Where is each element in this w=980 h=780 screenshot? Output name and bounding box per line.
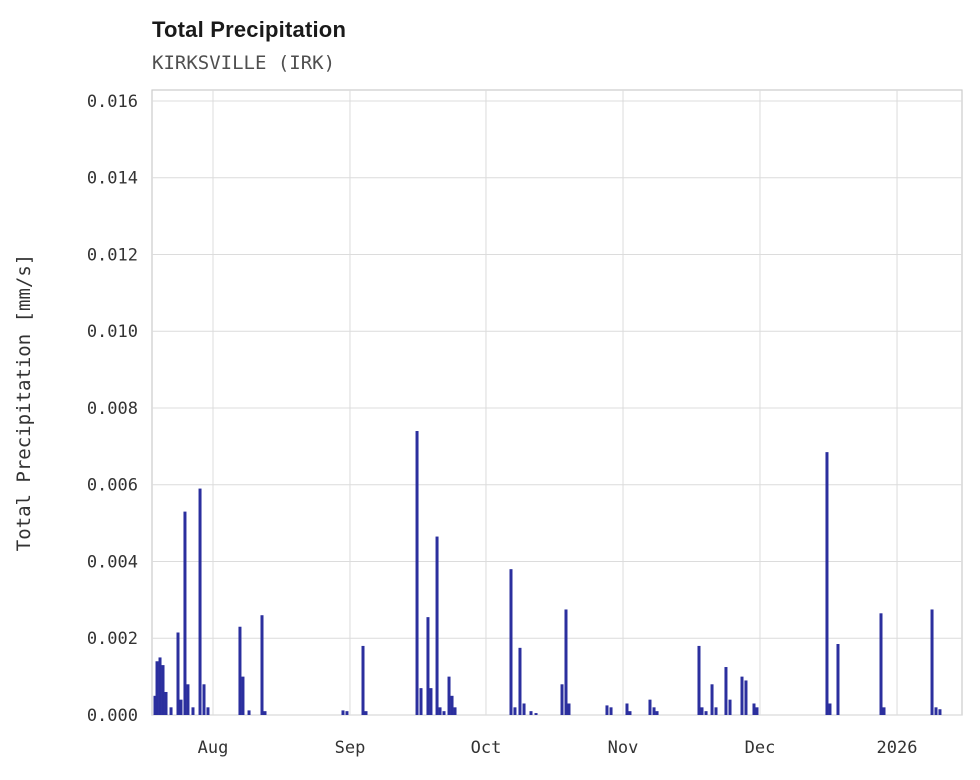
precip-spike — [206, 707, 210, 715]
precip-spike — [560, 684, 564, 715]
precip-spikes — [153, 431, 942, 715]
precip-spike — [426, 617, 430, 715]
precip-spike — [728, 699, 732, 715]
precip-spike — [183, 511, 187, 715]
plot-area — [151, 89, 963, 716]
precip-spike — [628, 711, 632, 715]
precip-spike — [155, 661, 159, 715]
precip-spike — [564, 609, 568, 715]
precip-spike — [161, 665, 165, 715]
precip-spike — [447, 676, 451, 715]
precip-spike — [247, 710, 251, 715]
x-tick-label: Sep — [335, 738, 366, 758]
precip-spike — [825, 452, 829, 715]
precip-spike — [752, 703, 756, 715]
precip-spike — [518, 647, 522, 715]
y-tick-label: 0.004 — [87, 552, 138, 572]
x-tick-label: Dec — [745, 738, 776, 758]
precip-spike — [153, 695, 157, 715]
x-tick-label: Aug — [198, 738, 229, 758]
precip-spike — [429, 688, 433, 715]
precip-spike — [260, 615, 264, 715]
precip-spike — [442, 711, 446, 715]
precip-spike — [438, 707, 442, 715]
y-tick-label: 0.006 — [87, 476, 138, 496]
x-tick-label: Oct — [471, 738, 502, 758]
chart-title: Total Precipitation — [152, 17, 347, 42]
x-tick-label: Nov — [608, 738, 639, 758]
y-tick-label: 0.010 — [87, 322, 138, 342]
precip-spike — [938, 709, 942, 715]
precip-spike — [179, 699, 183, 715]
precip-spike — [700, 707, 704, 715]
y-tick-label: 0.000 — [87, 706, 138, 726]
y-tick-label: 0.002 — [87, 629, 138, 649]
precip-spike — [567, 703, 571, 715]
precip-spike — [609, 707, 613, 715]
precip-spike — [697, 645, 701, 715]
precip-spike — [202, 684, 206, 715]
precip-spike — [744, 680, 748, 715]
precip-spike — [341, 710, 345, 715]
precip-spike — [415, 431, 419, 715]
precip-spike — [704, 711, 708, 715]
precip-spike — [241, 676, 245, 715]
precip-spike — [263, 711, 267, 715]
precip-spike — [655, 711, 659, 715]
precip-spike — [828, 703, 832, 715]
precip-spike — [198, 488, 202, 715]
x-tick-label: 2026 — [877, 738, 918, 758]
precip-spike — [186, 684, 190, 715]
precip-spike — [930, 609, 934, 715]
y-axis-label: Total Precipitation [mm/s] — [13, 254, 35, 551]
chart-subtitle: KIRKSVILLE (IRK) — [152, 52, 336, 74]
precip-spike — [625, 703, 629, 715]
precip-spike — [176, 632, 180, 715]
precip-spike — [879, 613, 883, 715]
precip-spike — [882, 707, 886, 715]
precip-spike — [522, 703, 526, 715]
precip-spike — [755, 707, 759, 715]
precip-spike — [605, 705, 609, 715]
precip-spike — [836, 644, 840, 715]
precip-spike — [513, 707, 517, 715]
precip-spike — [534, 713, 538, 715]
precip-spike — [169, 707, 173, 715]
precip-spike — [164, 691, 168, 715]
precip-spike — [191, 707, 195, 715]
y-tick-label: 0.016 — [87, 92, 138, 112]
precip-spike — [361, 645, 365, 715]
precip-spike — [364, 711, 368, 715]
y-tick-label: 0.014 — [87, 169, 138, 189]
precip-spike — [710, 684, 714, 715]
precip-spike — [238, 626, 242, 715]
precip-spike — [435, 536, 439, 715]
precip-spike — [934, 707, 938, 715]
y-tick-label: 0.012 — [87, 245, 138, 265]
precip-spike — [453, 707, 457, 715]
precip-spike — [509, 569, 513, 715]
precip-spike — [648, 699, 652, 715]
precip-spike — [450, 695, 454, 715]
y-tick-label: 0.008 — [87, 399, 138, 419]
precip-spike — [419, 688, 423, 715]
precip-spike — [714, 707, 718, 715]
precip-spike — [158, 657, 162, 715]
precip-spike — [724, 667, 728, 715]
precip-spike — [529, 711, 533, 715]
precip-spike — [740, 676, 744, 715]
precip-spike — [345, 711, 349, 715]
precip-spike — [652, 707, 656, 715]
